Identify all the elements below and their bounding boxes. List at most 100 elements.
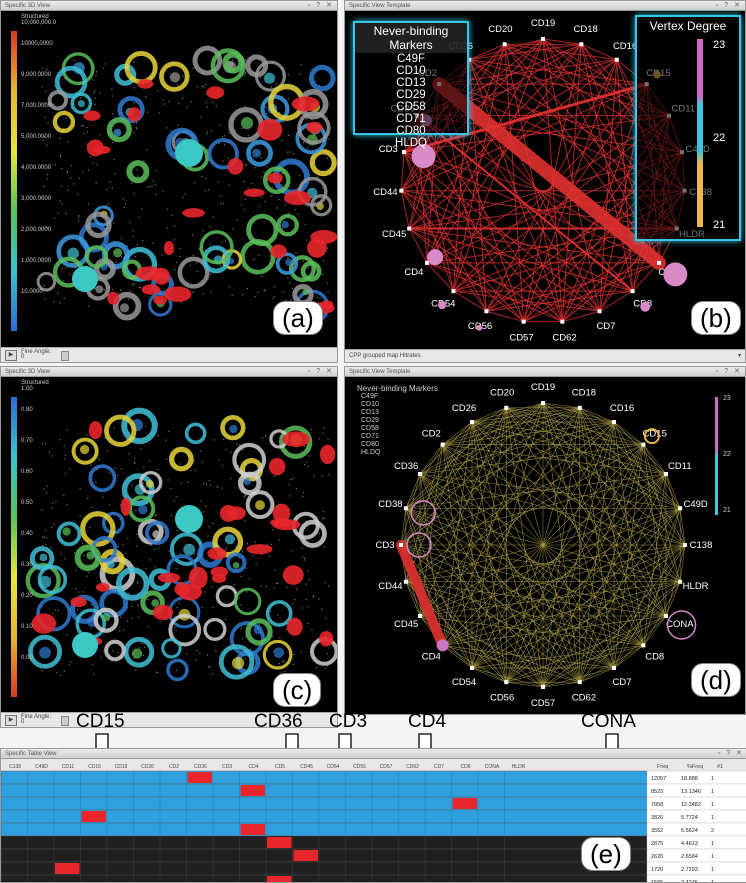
table-column-header[interactable]: CD36 [194,764,207,770]
graph-node[interactable] [470,420,474,425]
table-column-header[interactable]: CD57 [380,764,393,770]
noise-speck [288,483,290,486]
window-controls[interactable]: ▫ ? ✕ [715,2,742,9]
graph-edge [419,473,681,509]
table-column-header[interactable]: CD16 [88,764,101,770]
graph-node[interactable] [577,405,582,410]
table-stat-header[interactable]: %Freq [687,764,703,770]
graph-node[interactable] [470,665,474,670]
graph-node[interactable] [541,401,545,405]
play-icon[interactable]: ▶ [5,350,17,361]
panel-c-canvas[interactable] [1,377,337,727]
table-highlight-cell[interactable] [293,850,319,861]
graph-node[interactable] [424,260,429,265]
fine-angle-slider[interactable] [61,716,69,726]
window-controls[interactable]: ▫ ? ✕ [717,750,744,757]
graph-node[interactable] [467,57,472,62]
table-stat-value: 18.888 [681,776,698,782]
chevron-down-icon[interactable]: ▾ [737,353,741,359]
table-column-header[interactable]: CD11 [62,764,75,770]
graph-node[interactable] [630,289,635,294]
table-row[interactable] [1,848,648,863]
graph-node[interactable] [663,472,668,476]
graph-node[interactable] [541,37,545,41]
table-highlight-cell[interactable] [187,772,213,783]
graph-node[interactable] [657,260,662,265]
graph-node[interactable] [399,188,404,193]
table-column-header[interactable]: CONA [485,764,500,770]
table-column-header[interactable]: CD8 [460,764,470,770]
table-column-header[interactable]: CD26 [141,764,154,770]
graph-node[interactable] [683,543,687,547]
graph-node[interactable] [502,42,507,47]
window-controls[interactable]: ▫ ? ✕ [715,368,742,375]
graph-node[interactable] [504,680,509,685]
graph-node[interactable] [663,614,668,618]
graph-node[interactable] [678,579,683,584]
table-highlight-cell[interactable] [81,811,107,822]
graph-node[interactable] [597,309,602,314]
table-column-header[interactable]: HLDR [512,764,526,770]
graph-node-label: CD36 [394,461,418,472]
marker-table[interactable]: C138 C49D CD11 CD16 CD19 CD26 CD2 CD36 CD3 CD4 CD5… [1,759,746,882]
table-column-header[interactable]: CD2 [169,764,179,770]
graph-node[interactable] [418,614,423,618]
graph-node[interactable] [541,685,545,689]
graph-node[interactable] [418,472,423,476]
play-icon[interactable]: ▶ [5,715,17,726]
graph-node[interactable] [678,506,683,511]
table-column-header[interactable]: C138 [9,764,21,770]
graph-node[interactable] [407,226,412,231]
table-column-header[interactable]: CD19 [115,764,128,770]
noise-speck [158,112,161,114]
table-column-header[interactable]: CD54 [327,764,340,770]
table-stat-header[interactable]: Freq [657,764,668,770]
graph-node[interactable] [521,319,526,324]
table-row[interactable] [1,796,648,811]
noise-speck [142,482,144,485]
table-column-header[interactable]: CD7 [434,764,444,770]
table-highlight-cell[interactable] [240,785,266,796]
table-row[interactable] [1,783,648,798]
table-highlight-cell[interactable] [452,798,478,809]
graph-node[interactable] [504,405,509,410]
window-controls[interactable]: ▫ ? ✕ [307,368,334,375]
graph-node[interactable] [403,579,408,584]
graph-node[interactable] [579,42,584,47]
graph-node[interactable] [399,543,403,547]
graph-node[interactable] [440,442,445,447]
graph-node[interactable] [577,680,582,685]
table-row[interactable] [1,822,648,837]
graph-node[interactable] [614,57,619,62]
graph-node[interactable] [401,150,406,155]
table-column-header[interactable]: C49D [35,764,48,770]
table-stat-header[interactable]: #1 [717,764,723,770]
graph-node[interactable] [612,420,616,425]
graph-node[interactable] [403,506,408,511]
table-column-header[interactable]: CD56 [353,764,366,770]
panel-d-canvas[interactable]: CD19 CD18 CD16 CD15 CD11 C49D C138 HLDR CONA CD8 C… [345,377,745,714]
table-column-header[interactable]: CD4 [248,764,258,770]
table-highlight-cell[interactable] [55,863,80,874]
table-highlight-cell[interactable] [240,824,266,835]
panel-b-bottom-bar[interactable]: CPP grouped map Hitrates ▾ [345,349,745,362]
table-column-header[interactable]: CD3 [222,764,232,770]
graph-node[interactable] [484,309,489,314]
red-blob [83,110,101,121]
graph-node[interactable] [560,319,565,324]
table-row[interactable] [1,770,648,785]
graph-node[interactable] [612,665,616,670]
graph-node[interactable] [641,643,646,648]
table-column-header[interactable]: CD62 [406,764,419,770]
table-row[interactable] [1,835,648,850]
table-column-header[interactable]: CD45 [300,764,313,770]
window-controls[interactable]: ▫ ? ✕ [307,2,334,9]
graph-node[interactable] [641,442,646,447]
table-row[interactable] [1,861,648,876]
noise-speck [305,118,308,120]
fine-angle-slider[interactable] [61,351,69,361]
table-column-header[interactable]: CD5 [275,764,285,770]
table-highlight-cell[interactable] [267,837,292,848]
table-highlight-cell[interactable] [267,876,292,882]
graph-node[interactable] [451,289,456,294]
